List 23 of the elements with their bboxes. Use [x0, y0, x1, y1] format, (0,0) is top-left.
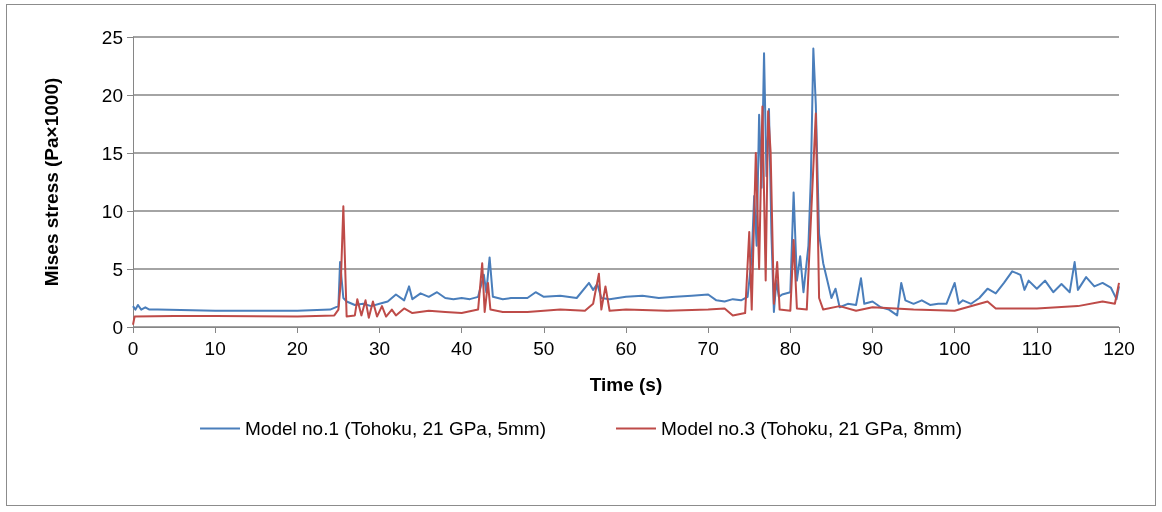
- x-tick-label: 60: [615, 338, 637, 359]
- y-axis-title: Mises stress (Pa×1000): [41, 77, 62, 287]
- x-tick-label: 10: [204, 338, 226, 359]
- x-tick-label: 50: [533, 338, 555, 359]
- x-tick-label: 120: [1103, 338, 1135, 359]
- x-tick-label: 90: [861, 338, 884, 359]
- legend-label: Model no.3 (Tohoku, 21 GPa, 8mm): [661, 418, 962, 439]
- y-tick-label: 5: [112, 258, 123, 280]
- legend-label: Model no.1 (Tohoku, 21 GPa, 5mm): [245, 418, 547, 439]
- x-axis-title: Time (s): [589, 374, 663, 395]
- y-tick-label: 25: [101, 26, 123, 48]
- y-tick-label: 0: [112, 316, 123, 338]
- x-tick-label: 40: [451, 338, 473, 359]
- y-tick-label: 20: [101, 84, 123, 106]
- x-tick-label: 0: [127, 338, 139, 359]
- y-tick-label: 10: [101, 200, 123, 222]
- y-tick-label: 15: [101, 142, 123, 164]
- x-tick-label: 20: [286, 338, 308, 359]
- x-tick-label: 70: [697, 338, 719, 359]
- x-tick-label: 80: [779, 338, 801, 359]
- x-tick-label: 30: [368, 338, 391, 359]
- x-tick-label: 110: [1021, 338, 1052, 359]
- x-tick-label: 100: [938, 338, 971, 359]
